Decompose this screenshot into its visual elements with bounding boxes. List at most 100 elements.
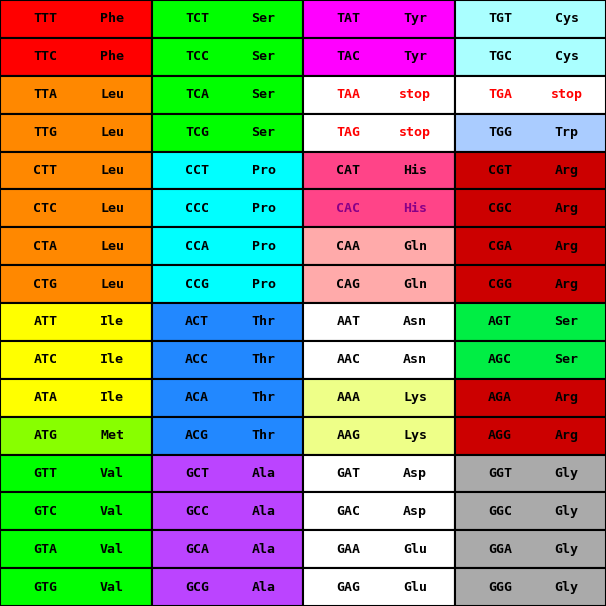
Bar [454,303,606,341]
Text: CAG: CAG [336,278,361,290]
Text: Arg: Arg [554,164,579,177]
Bar [303,114,454,152]
Bar [152,227,303,265]
Text: AAG: AAG [336,429,361,442]
Bar [454,38,606,76]
Bar [152,38,303,76]
Text: GCC: GCC [185,505,209,518]
Text: CAC: CAC [336,202,361,215]
Text: Glu: Glu [403,543,427,556]
Text: Lys: Lys [403,391,427,404]
Text: TAA: TAA [336,88,361,101]
Text: ATT: ATT [33,316,58,328]
Bar [303,530,454,568]
Bar [152,114,303,152]
Text: Arg: Arg [554,202,579,215]
Text: TGA: TGA [488,88,512,101]
Text: Arg: Arg [554,391,579,404]
Bar [454,152,606,189]
Text: ACG: ACG [185,429,209,442]
Text: Leu: Leu [100,126,124,139]
Bar [0,530,152,568]
Text: TTC: TTC [33,50,58,63]
Text: Ala: Ala [251,543,276,556]
Bar [454,417,606,454]
Text: Met: Met [100,429,124,442]
Bar [0,341,152,379]
Text: Arg: Arg [554,278,579,290]
Text: Arg: Arg [554,429,579,442]
Bar [152,189,303,227]
Text: TGT: TGT [488,13,512,25]
Text: GCG: GCG [185,581,209,593]
Text: stop: stop [551,88,582,101]
Text: Ala: Ala [251,505,276,518]
Bar [0,417,152,454]
Text: Ile: Ile [100,316,124,328]
Text: Ala: Ala [251,467,276,480]
Text: CTG: CTG [33,278,58,290]
Text: Gly: Gly [554,467,579,480]
Bar [152,341,303,379]
Text: Thr: Thr [251,391,276,404]
Bar [0,152,152,189]
Text: Ser: Ser [251,13,276,25]
Bar [152,492,303,530]
Bar [303,189,454,227]
Bar [0,76,152,114]
Text: CGT: CGT [488,164,512,177]
Text: Asn: Asn [403,316,427,328]
Text: Val: Val [100,467,124,480]
Text: Ile: Ile [100,353,124,366]
Text: Gly: Gly [554,581,579,593]
Text: AAT: AAT [336,316,361,328]
Text: AAA: AAA [336,391,361,404]
Text: Leu: Leu [100,240,124,253]
Bar [0,265,152,303]
Text: AGT: AGT [488,316,512,328]
Text: stop: stop [399,126,431,139]
Text: Gln: Gln [403,240,427,253]
Text: Lys: Lys [403,429,427,442]
Text: TCG: TCG [185,126,209,139]
Bar [303,38,454,76]
Text: CTA: CTA [33,240,58,253]
Text: Ser: Ser [251,50,276,63]
Bar [152,303,303,341]
Bar [152,568,303,606]
Bar [303,379,454,417]
Text: His: His [403,202,427,215]
Text: CGG: CGG [488,278,512,290]
Bar [152,0,303,38]
Text: GCA: GCA [185,543,209,556]
Bar [454,76,606,114]
Text: AGA: AGA [488,391,512,404]
Bar [303,265,454,303]
Text: GGT: GGT [488,467,512,480]
Text: Ile: Ile [100,391,124,404]
Text: CAT: CAT [336,164,361,177]
Bar [0,227,152,265]
Bar [454,114,606,152]
Bar [0,189,152,227]
Text: ACA: ACA [185,391,209,404]
Text: AGC: AGC [488,353,512,366]
Text: CTC: CTC [33,202,58,215]
Text: TAT: TAT [336,13,361,25]
Text: Ala: Ala [251,581,276,593]
Text: GAT: GAT [336,467,361,480]
Bar [152,454,303,492]
Text: Asp: Asp [403,505,427,518]
Text: GTT: GTT [33,467,58,480]
Text: Asn: Asn [403,353,427,366]
Text: Val: Val [100,543,124,556]
Text: CCT: CCT [185,164,209,177]
Text: TCA: TCA [185,88,209,101]
Text: Leu: Leu [100,202,124,215]
Text: GTC: GTC [33,505,58,518]
Text: ATC: ATC [33,353,58,366]
Bar [454,492,606,530]
Bar [303,227,454,265]
Text: Gln: Gln [403,278,427,290]
Bar [454,265,606,303]
